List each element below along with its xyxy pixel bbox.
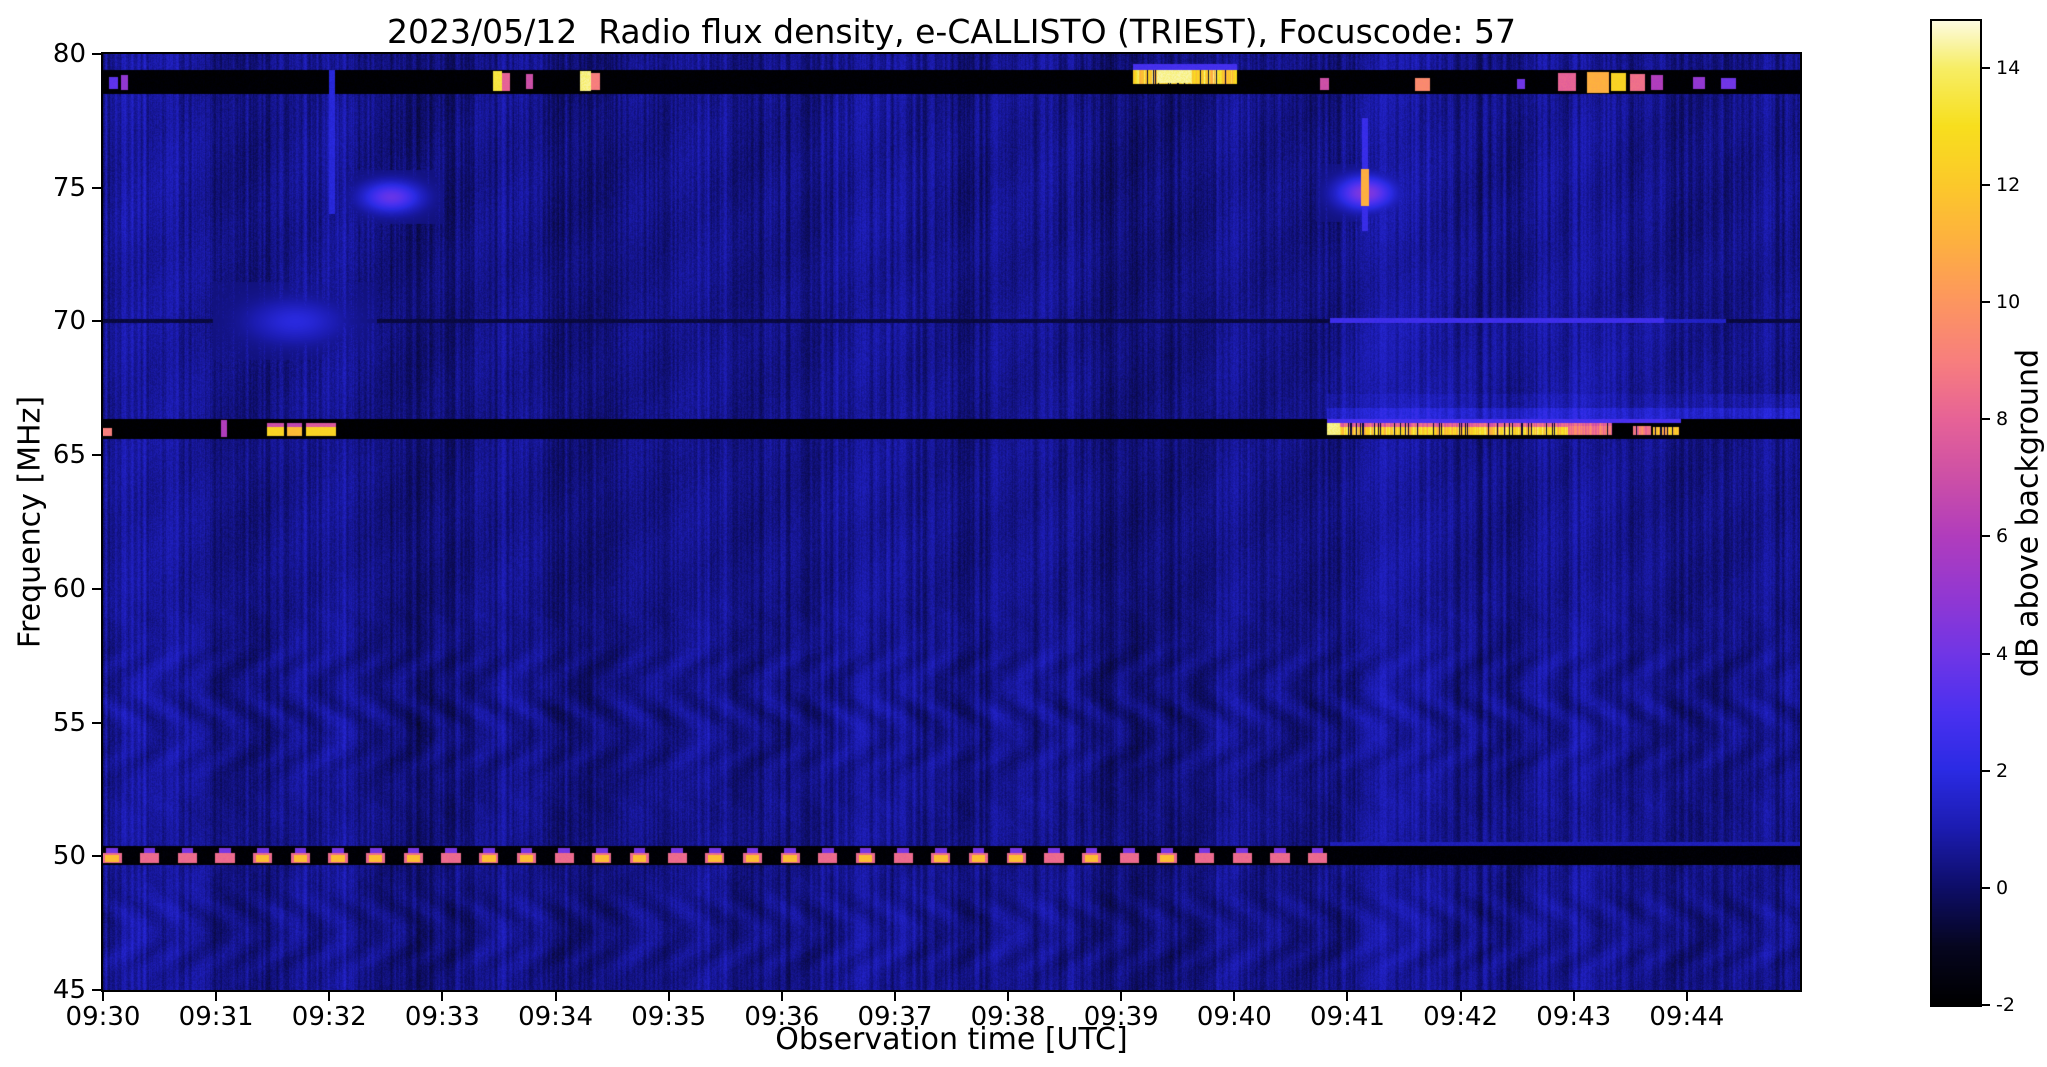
colorbar-tick-label: 4 bbox=[1996, 642, 2009, 665]
y-tick-label: 75 bbox=[52, 172, 86, 203]
colorbar-tick-label: 8 bbox=[1996, 408, 2009, 431]
y-tick-label: 50 bbox=[52, 841, 86, 872]
colorbar-tick-mark bbox=[1982, 769, 1990, 772]
x-tick-mark bbox=[780, 992, 783, 1001]
colorbar-tick-mark bbox=[1982, 184, 1990, 186]
colorbar-tick-label: 2 bbox=[1996, 759, 2009, 782]
x-tick-mark bbox=[554, 992, 557, 1001]
x-axis-label: Observation time [UTC] bbox=[775, 1022, 1128, 1057]
colorbar-tick-label: 0 bbox=[1996, 876, 2009, 899]
y-tick-label: 80 bbox=[52, 39, 86, 69]
colorbar-tick-label: 14 bbox=[1996, 56, 2021, 79]
x-tick-mark bbox=[328, 992, 331, 1001]
y-axis-label: Frequency [MHz] bbox=[12, 395, 48, 649]
y-tick-mark bbox=[92, 454, 101, 457]
y-tick-mark bbox=[92, 989, 101, 991]
x-tick-mark bbox=[1685, 992, 1688, 1001]
x-tick-mark bbox=[1572, 992, 1575, 1001]
colorbar-tick-mark bbox=[1982, 535, 1990, 538]
x-tick-mark bbox=[1233, 992, 1236, 1001]
y-tick-label: 65 bbox=[52, 440, 86, 471]
x-tick-mark bbox=[667, 992, 670, 1001]
colorbar-label: dB above background bbox=[2010, 348, 2046, 678]
x-tick-mark bbox=[1120, 992, 1123, 1001]
y-tick-label: 60 bbox=[52, 573, 86, 604]
y-tick-mark bbox=[92, 53, 101, 55]
colorbar-tick-mark bbox=[1982, 418, 1990, 421]
x-tick-mark bbox=[441, 992, 444, 1001]
y-tick-mark bbox=[92, 587, 101, 590]
y-tick-mark bbox=[92, 855, 101, 858]
y-tick-mark bbox=[92, 186, 101, 189]
x-tick-mark bbox=[102, 992, 104, 1001]
x-tick-mark bbox=[1346, 992, 1349, 1001]
x-tick-mark bbox=[893, 992, 896, 1001]
colorbar-tick-label: 12 bbox=[1996, 174, 2021, 196]
colorbar-tick-mark bbox=[1982, 652, 1990, 655]
spectrogram-heatmap bbox=[101, 52, 1802, 992]
colorbar-tick-mark bbox=[1982, 1004, 1990, 1006]
y-tick-mark bbox=[92, 320, 101, 323]
y-tick-label: 55 bbox=[52, 707, 86, 738]
x-tick-mark bbox=[1007, 992, 1010, 1001]
colorbar bbox=[1930, 19, 1982, 1007]
colorbar-tick-mark bbox=[1982, 66, 1990, 69]
x-tick-mark bbox=[1459, 992, 1462, 1001]
y-tick-label: 45 bbox=[52, 975, 86, 1005]
colorbar-tick-label: -2 bbox=[1996, 994, 2015, 1016]
x-tick-mark bbox=[215, 992, 218, 1001]
colorbar-tick-mark bbox=[1982, 301, 1990, 304]
y-tick-mark bbox=[92, 721, 101, 724]
colorbar-tick-mark bbox=[1982, 886, 1990, 889]
y-tick-label: 70 bbox=[52, 306, 86, 337]
chart-title: 2023/05/12 Radio flux density, e-CALLIST… bbox=[387, 12, 1516, 51]
colorbar-tick-label: 6 bbox=[1996, 525, 2009, 548]
colorbar-tick-label: 10 bbox=[1996, 291, 2021, 314]
